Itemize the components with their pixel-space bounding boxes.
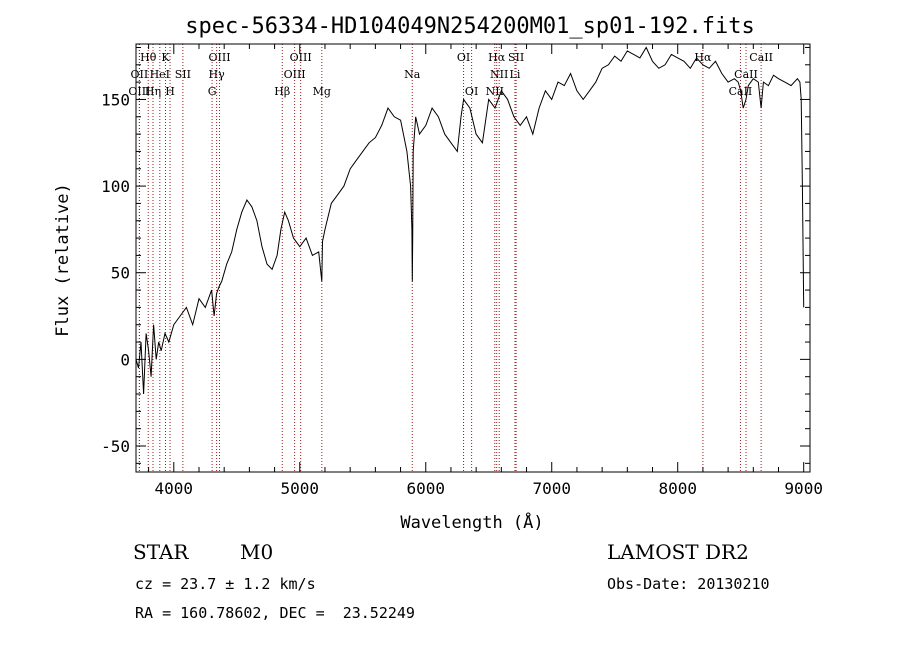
y-axis-label: Flux (relative) bbox=[53, 183, 73, 337]
line-marker-label: OI bbox=[465, 85, 478, 98]
y-tick-label: 100 bbox=[101, 177, 130, 196]
line-marker-label: Hβ bbox=[274, 85, 290, 98]
object-subclass: M0 bbox=[240, 540, 274, 564]
x-tick-label: 5000 bbox=[281, 479, 320, 498]
spectrum-line bbox=[135, 46, 805, 395]
line-marker-label: CaII bbox=[749, 51, 773, 64]
x-tick-label: 9000 bbox=[784, 479, 823, 498]
line-marker-label: SII bbox=[508, 51, 524, 64]
line-marker-label: G bbox=[208, 85, 217, 98]
ra-dec: RA = 160.78602, DEC = 23.52249 bbox=[135, 604, 415, 622]
line-marker-label: Na bbox=[404, 68, 421, 81]
y-tick-label: 0 bbox=[120, 350, 130, 369]
line-marker-label: OIII bbox=[208, 51, 230, 64]
line-marker-label: OIII bbox=[284, 68, 306, 81]
line-marker-label: SII bbox=[175, 68, 191, 81]
line-marker-label: K bbox=[161, 51, 170, 64]
x-tick-label: 6000 bbox=[406, 479, 445, 498]
x-axis-label: Wavelength (Å) bbox=[400, 511, 543, 533]
line-marker-label: HeI bbox=[150, 68, 170, 81]
redshift-cz: cz = 23.7 ± 1.2 km/s bbox=[135, 575, 316, 593]
line-marker-label: Mg bbox=[313, 85, 331, 98]
line-marker-label: NII bbox=[490, 68, 508, 81]
survey-name: LAMOST DR2 bbox=[607, 540, 749, 564]
object-class: STAR bbox=[133, 540, 189, 564]
y-tick-label: 50 bbox=[111, 264, 130, 283]
line-marker-label: OIII bbox=[128, 85, 150, 98]
line-marker-label: Hη bbox=[145, 85, 161, 98]
line-marker-label: Hθ bbox=[140, 51, 157, 64]
line-marker-label: Hα bbox=[488, 51, 506, 64]
line-marker-label: OI bbox=[457, 51, 470, 64]
y-tick-label: -50 bbox=[101, 437, 130, 456]
axis-ticks: 4000 5000 6000 7000 8000 9000 -50 0 50 100 150 bbox=[101, 44, 823, 498]
line-marker-label: Hγ bbox=[209, 68, 226, 81]
x-tick-label: 8000 bbox=[658, 479, 697, 498]
observation-date: Obs-Date: 20130210 bbox=[607, 575, 770, 593]
line-marker-label: H bbox=[165, 85, 175, 98]
line-marker-label: Li bbox=[510, 68, 521, 81]
x-tick-label: 4000 bbox=[155, 479, 194, 498]
spectrum-chart: spec-56334-HD104049N254200M01_sp01-192.f… bbox=[53, 14, 823, 533]
line-marker-label: Hα bbox=[694, 51, 712, 64]
x-tick-label: 7000 bbox=[532, 479, 571, 498]
y-tick-label: 150 bbox=[101, 90, 130, 109]
line-marker-label: OIII bbox=[290, 51, 312, 64]
plot-frame bbox=[135, 43, 811, 473]
chart-title: spec-56334-HD104049N254200M01_sp01-192.f… bbox=[185, 14, 755, 39]
